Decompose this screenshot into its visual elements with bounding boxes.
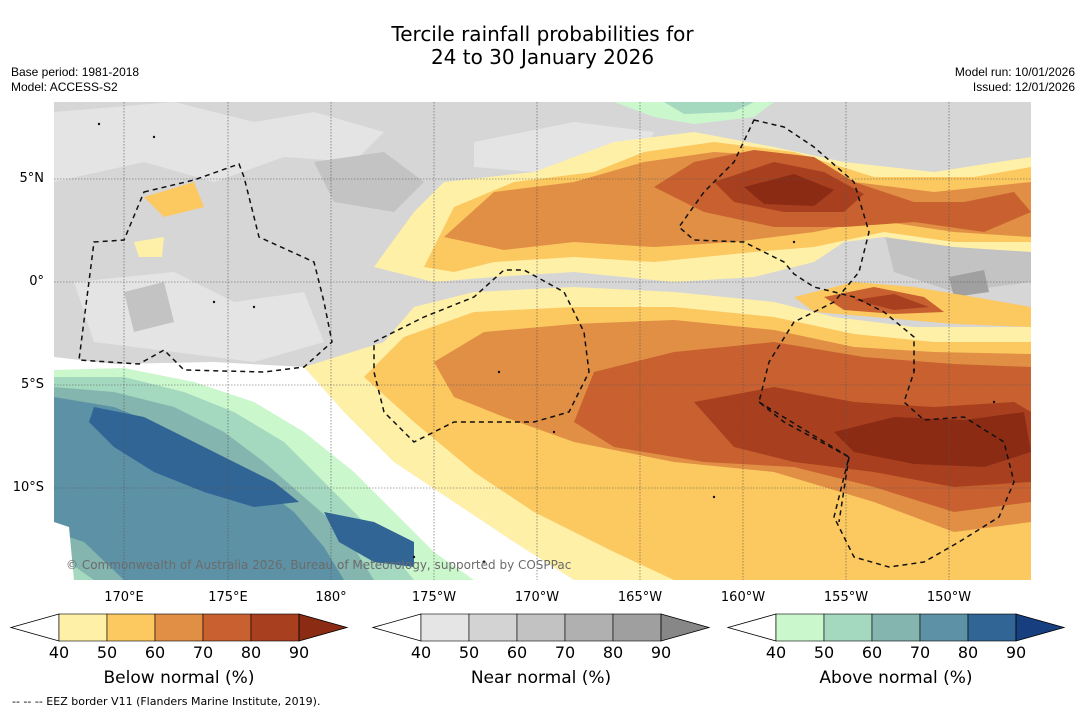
- colorbar-segment: [612, 613, 662, 642]
- cbar-near-tick-80: 80: [602, 643, 624, 662]
- eez-borders: [78, 119, 1015, 568]
- cbar-near-tick-40: 40: [410, 643, 432, 662]
- cbar-above-tick-70: 70: [909, 643, 931, 662]
- cbar-below-tick-50: 50: [96, 643, 118, 662]
- cbar-near-label: Near normal (%): [470, 668, 612, 688]
- colorbar-extend-high: [298, 613, 349, 642]
- below-normal-equatorial-streak-80: [854, 294, 929, 310]
- below-normal-north-west-patch: [134, 237, 164, 257]
- near-normal-dark-patch: [314, 152, 424, 212]
- cbar-above-tick-50: 50: [813, 643, 835, 662]
- cbar-above-tick-40: 40: [765, 643, 787, 662]
- colorbar-extend-low: [9, 613, 60, 642]
- lon-label-170w: 170°W: [514, 590, 560, 605]
- below-normal-south-90: [834, 412, 1031, 467]
- colorbar-segment: [919, 613, 969, 642]
- issued-date: Issued: 12/01/2026: [972, 80, 1075, 94]
- map-credit: © Commonwealth of Australia 2026, Bureau…: [66, 558, 572, 572]
- above-normal-south-80: [324, 512, 414, 567]
- colorbar-segment: [154, 613, 204, 642]
- above-normal-south-80: [89, 407, 299, 507]
- above-normal-south-west-edge: [54, 522, 74, 580]
- model-name: Model: ACCESS-S2: [11, 80, 118, 94]
- cbar-below-tick-70: 70: [192, 643, 214, 662]
- colorbar-segment: [564, 613, 614, 642]
- colorbar-segment: [775, 613, 825, 642]
- cbar-below-tick-90: 90: [288, 643, 310, 662]
- lon-label-175w: 175°W: [411, 590, 457, 605]
- cbar-above-tick-90: 90: [1005, 643, 1027, 662]
- lat-label-5n: 5°N: [19, 171, 45, 186]
- cbar-near-tick-70: 70: [554, 643, 576, 662]
- colorbar-segment: [106, 613, 156, 642]
- cbar-above-tick-60: 60: [861, 643, 883, 662]
- lat-label-0: 0°: [29, 274, 44, 289]
- near-normal-light-patch: [474, 122, 654, 172]
- below-normal-north-90: [744, 174, 834, 206]
- colorbar-legends: [9, 613, 1066, 642]
- model-run-date: Model run: 10/01/2026: [954, 65, 1075, 79]
- cbar-near-tick-60: 60: [506, 643, 528, 662]
- map-title-line-2: 24 to 30 January 2026: [430, 45, 655, 69]
- near-normal-darkest-patch: [949, 270, 989, 297]
- colorbar-segment: [58, 613, 108, 642]
- lon-label-175e: 175°E: [208, 590, 248, 605]
- near-normal-dark-patch: [124, 282, 174, 332]
- lat-label-5s: 5°S: [20, 377, 44, 392]
- lon-label-170e: 170°E: [104, 590, 144, 605]
- lon-label-155w: 155°W: [823, 590, 869, 605]
- colorbar-extend-low: [371, 613, 422, 642]
- near-normal-light-patch: [54, 102, 384, 182]
- cbar-near-tick-90: 90: [650, 643, 672, 662]
- colorbar-segment: [823, 613, 873, 642]
- island-markers: [97, 122, 996, 564]
- base-period: Base period: 1981-2018: [11, 65, 140, 79]
- colorbar-segment: [468, 613, 518, 642]
- lon-label-180: 180°: [315, 590, 347, 605]
- above-normal-north-band-inner: [664, 102, 754, 114]
- cbar-below-tick-40: 40: [48, 643, 70, 662]
- cbar-above-label: Above normal (%): [819, 668, 973, 688]
- colorbar-segment: [202, 613, 252, 642]
- cbar-below-label: Below normal (%): [103, 668, 255, 688]
- lon-label-165w: 165°W: [617, 590, 663, 605]
- colorbar-segment: [250, 613, 300, 642]
- lat-label-10s: 10°S: [12, 480, 44, 495]
- colorbar-extend-low: [726, 613, 777, 642]
- eez-footnote: -- -- -- EEZ border V11 (Flanders Marine…: [12, 695, 321, 708]
- cbar-below-tick-80: 80: [240, 643, 262, 662]
- map-title-line-1: Tercile rainfall probabilities for: [391, 22, 694, 46]
- colorbar-extend-high: [1015, 613, 1066, 642]
- cbar-above-tick-80: 80: [957, 643, 979, 662]
- colorbar-segment: [871, 613, 921, 642]
- cbar-below-tick-60: 60: [144, 643, 166, 662]
- below-normal-north-west-patch: [144, 182, 204, 217]
- colorbar-extend-high: [660, 613, 711, 642]
- colorbar-segment: [516, 613, 566, 642]
- colorbar-segment: [420, 613, 470, 642]
- rainfall-probability-map: [54, 102, 1031, 580]
- lon-label-150w: 150°W: [926, 590, 972, 605]
- map-graticule: [54, 102, 1031, 580]
- cbar-near-tick-50: 50: [458, 643, 480, 662]
- lon-label-160w: 160°W: [720, 590, 766, 605]
- colorbar-segment: [967, 613, 1017, 642]
